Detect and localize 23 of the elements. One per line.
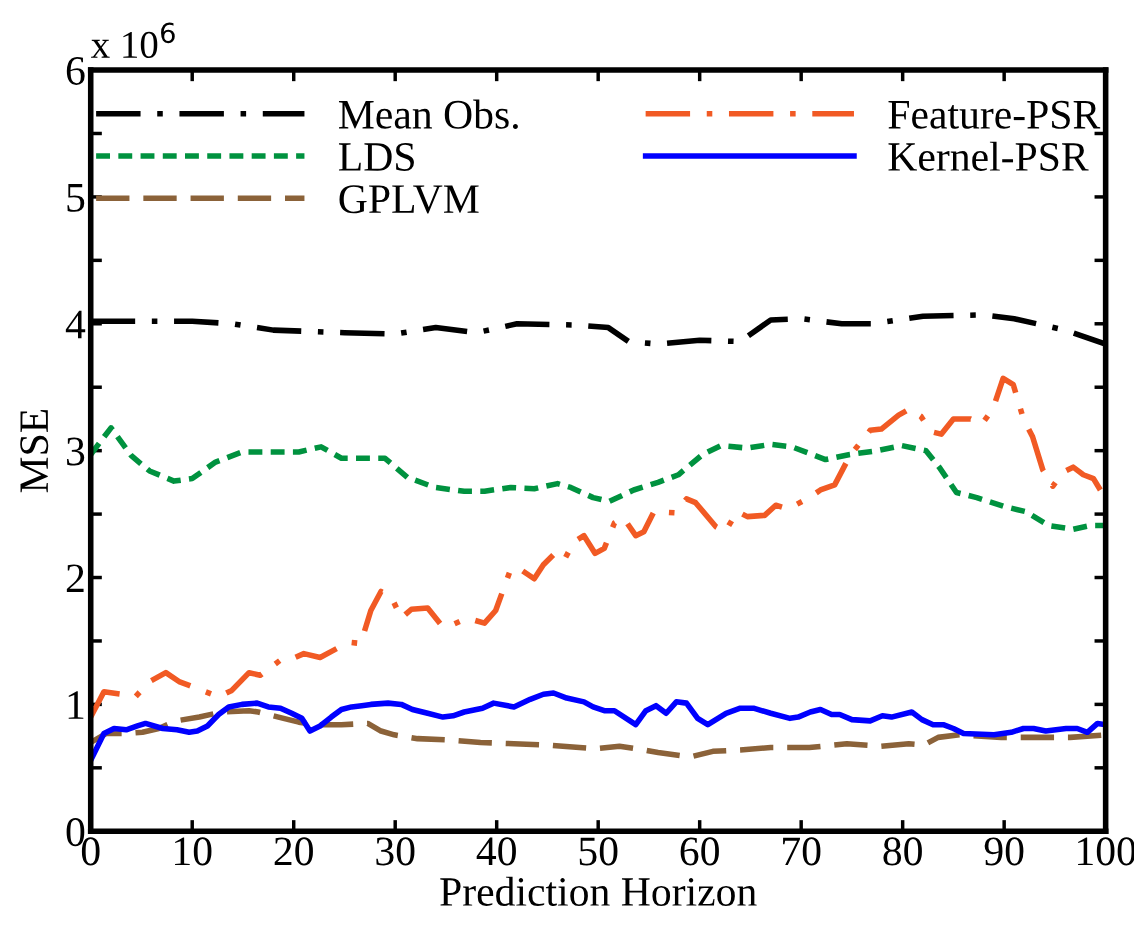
y-tick-label: 2 <box>66 564 84 592</box>
y-tick-label: 4 <box>65 310 86 339</box>
y-tick-label: 1 <box>68 691 84 719</box>
y-axis-title: MSE <box>20 409 49 493</box>
text: x 10$^{6}$ <box>91 22 175 59</box>
x-tick-label: 90 <box>984 837 1024 866</box>
x-axis-title: Prediction Horizon <box>440 876 757 907</box>
x-tick-label: 70 <box>783 837 821 866</box>
y-tick-label: 6 <box>66 56 85 85</box>
legend-label: Mean Obs. <box>338 99 518 129</box>
x-tick-label: 50 <box>579 837 618 866</box>
x-tick-label: 30 <box>376 837 415 866</box>
legend-label: GPLVM <box>339 185 479 214</box>
legend-label: LDS <box>338 143 414 171</box>
y-tick-label: 5 <box>67 184 85 212</box>
x-tick-label: 80 <box>883 837 922 866</box>
legend-label: Feature-PSR <box>888 100 1101 129</box>
legend-label: Kernel-PSR <box>888 141 1089 171</box>
x-tick-label: 60 <box>680 837 719 866</box>
x-tick-label: 20 <box>274 837 313 866</box>
y-tick-label: 3 <box>67 437 85 466</box>
x-tick-label: 40 <box>476 837 516 866</box>
x-tick-label: 10 <box>175 837 212 866</box>
